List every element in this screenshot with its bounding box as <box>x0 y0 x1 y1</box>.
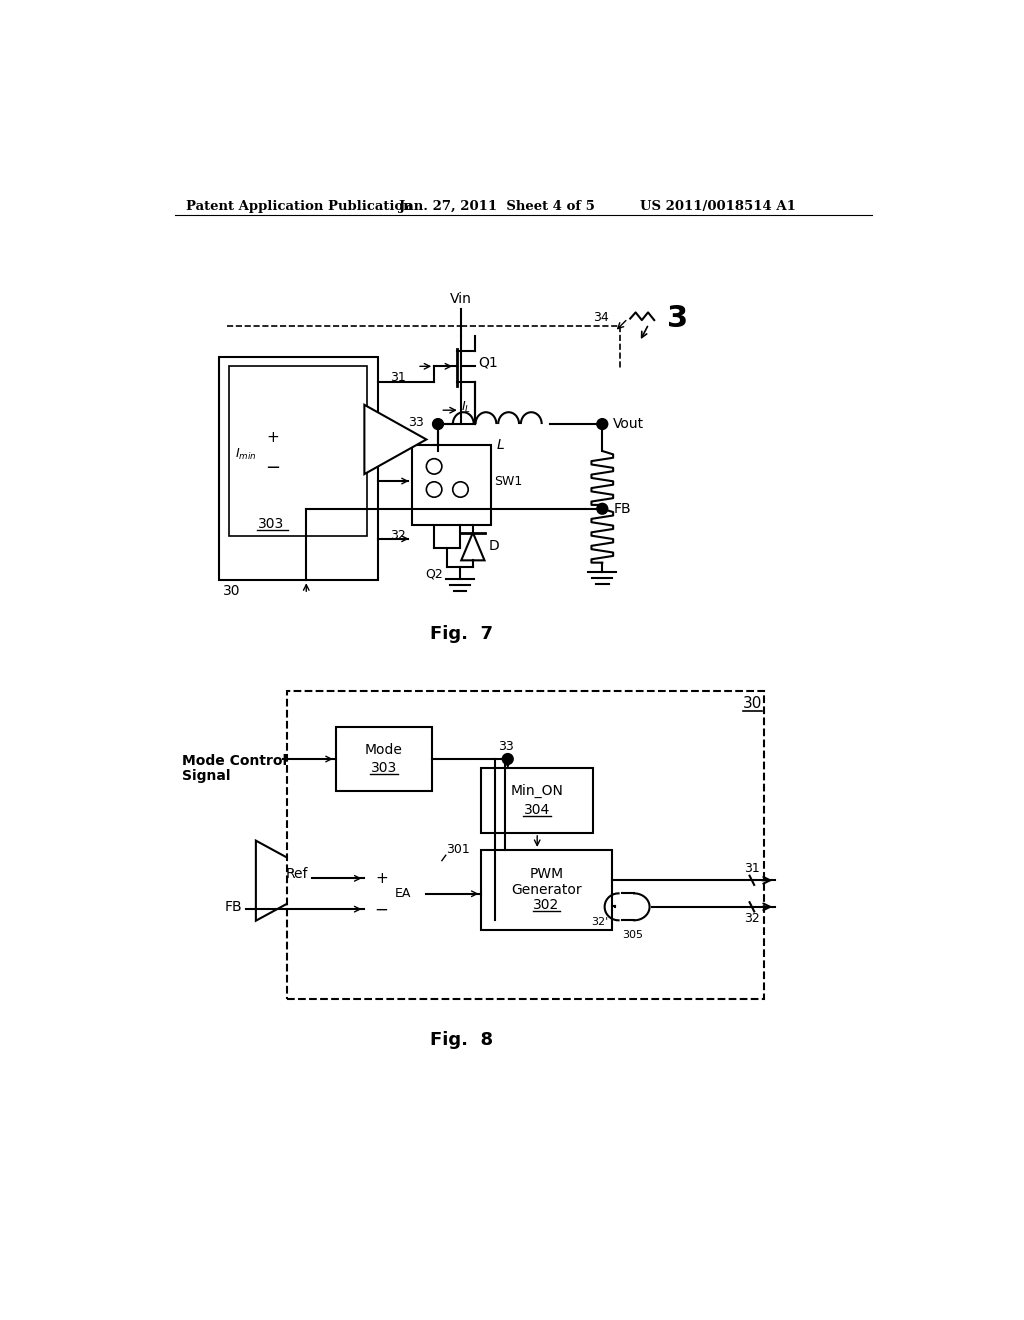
Text: EA: EA <box>395 887 412 900</box>
Text: Fig.  7: Fig. 7 <box>430 626 493 643</box>
Text: Ref: Ref <box>286 867 308 882</box>
Bar <box>481 768 593 833</box>
Text: 32: 32 <box>390 529 406 543</box>
Text: 303: 303 <box>258 517 285 531</box>
Polygon shape <box>461 533 484 561</box>
Polygon shape <box>365 405 426 474</box>
Text: US 2011/0018514 A1: US 2011/0018514 A1 <box>640 199 796 213</box>
Text: 34: 34 <box>593 312 608 325</box>
Text: Min_ON: Min_ON <box>511 784 563 799</box>
Polygon shape <box>256 841 330 921</box>
Text: Q2: Q2 <box>425 568 443 581</box>
Text: 30: 30 <box>742 696 762 711</box>
Text: 30: 30 <box>223 585 241 598</box>
Circle shape <box>432 418 443 429</box>
Text: 301: 301 <box>445 843 469 857</box>
Text: +: + <box>266 429 280 445</box>
Text: 33: 33 <box>499 741 514 754</box>
Text: 303: 303 <box>371 762 397 775</box>
Text: FB: FB <box>225 900 243 913</box>
Text: 3: 3 <box>667 304 688 333</box>
Text: −: − <box>375 900 388 919</box>
Text: Mode: Mode <box>365 743 402 756</box>
Text: D: D <box>488 540 499 553</box>
Text: 31: 31 <box>743 862 760 875</box>
Circle shape <box>453 482 468 498</box>
Text: PWM: PWM <box>529 867 563 882</box>
Text: Q1: Q1 <box>478 355 498 370</box>
Bar <box>412 445 490 525</box>
Circle shape <box>597 503 607 513</box>
Bar <box>481 850 611 929</box>
Circle shape <box>503 754 513 764</box>
Text: FB: FB <box>613 502 631 516</box>
Text: Fig.  8: Fig. 8 <box>430 1031 493 1049</box>
Text: 305: 305 <box>623 929 643 940</box>
Text: 32': 32' <box>591 917 608 927</box>
Text: Mode Control: Mode Control <box>182 754 288 768</box>
Text: $I_L$: $I_L$ <box>461 400 471 414</box>
Bar <box>336 726 432 792</box>
Text: 31: 31 <box>390 371 406 384</box>
Circle shape <box>426 482 442 498</box>
Text: +: + <box>375 871 388 886</box>
Text: −: − <box>265 459 281 477</box>
Text: 304: 304 <box>524 803 550 817</box>
Text: $I_{min}$: $I_{min}$ <box>234 447 257 462</box>
Bar <box>287 692 764 999</box>
Text: 32: 32 <box>743 912 760 925</box>
Circle shape <box>597 418 607 429</box>
Text: 33: 33 <box>409 416 424 429</box>
Text: Jan. 27, 2011  Sheet 4 of 5: Jan. 27, 2011 Sheet 4 of 5 <box>399 199 595 213</box>
Bar <box>228 367 367 536</box>
Text: Patent Application Publication: Patent Application Publication <box>186 199 413 213</box>
Text: Signal: Signal <box>182 770 230 783</box>
Circle shape <box>426 459 442 474</box>
Text: 302: 302 <box>534 899 560 912</box>
Bar <box>219 358 378 581</box>
Text: Generator: Generator <box>511 883 582 896</box>
Text: Vin: Vin <box>451 292 472 306</box>
Text: SW1: SW1 <box>495 474 523 487</box>
Text: L: L <box>497 438 505 451</box>
Text: Vout: Vout <box>613 417 644 432</box>
